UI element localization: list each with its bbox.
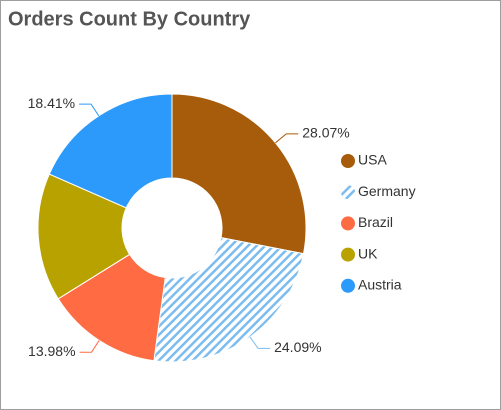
legend-label[interactable]: UK bbox=[358, 245, 378, 261]
data-label: 18.41% bbox=[28, 95, 75, 111]
donut-slice bbox=[171, 93, 307, 255]
leader-line bbox=[79, 340, 100, 353]
legend-label[interactable]: Germany bbox=[358, 183, 416, 199]
legend-marker bbox=[341, 247, 355, 262]
legend-marker bbox=[341, 185, 355, 200]
donut-slice bbox=[57, 253, 166, 362]
legend-marker bbox=[341, 216, 355, 231]
donut-slice bbox=[37, 173, 131, 300]
leader-line bbox=[79, 103, 100, 117]
leader-line bbox=[249, 336, 271, 349]
chart-title: Orders Count By Country bbox=[8, 8, 251, 30]
leader-line bbox=[275, 133, 299, 144]
data-label: 24.09% bbox=[274, 339, 321, 355]
legend-marker bbox=[341, 278, 355, 293]
legend-label[interactable]: Austria bbox=[358, 277, 402, 293]
legend-label[interactable]: Brazil bbox=[358, 214, 393, 230]
data-label: 13.98% bbox=[28, 343, 75, 359]
legend-label[interactable]: USA bbox=[358, 152, 387, 168]
data-label: 28.07% bbox=[302, 125, 349, 141]
legend-marker bbox=[341, 154, 355, 168]
donut-slice bbox=[48, 93, 173, 209]
donut-slice bbox=[153, 236, 305, 363]
